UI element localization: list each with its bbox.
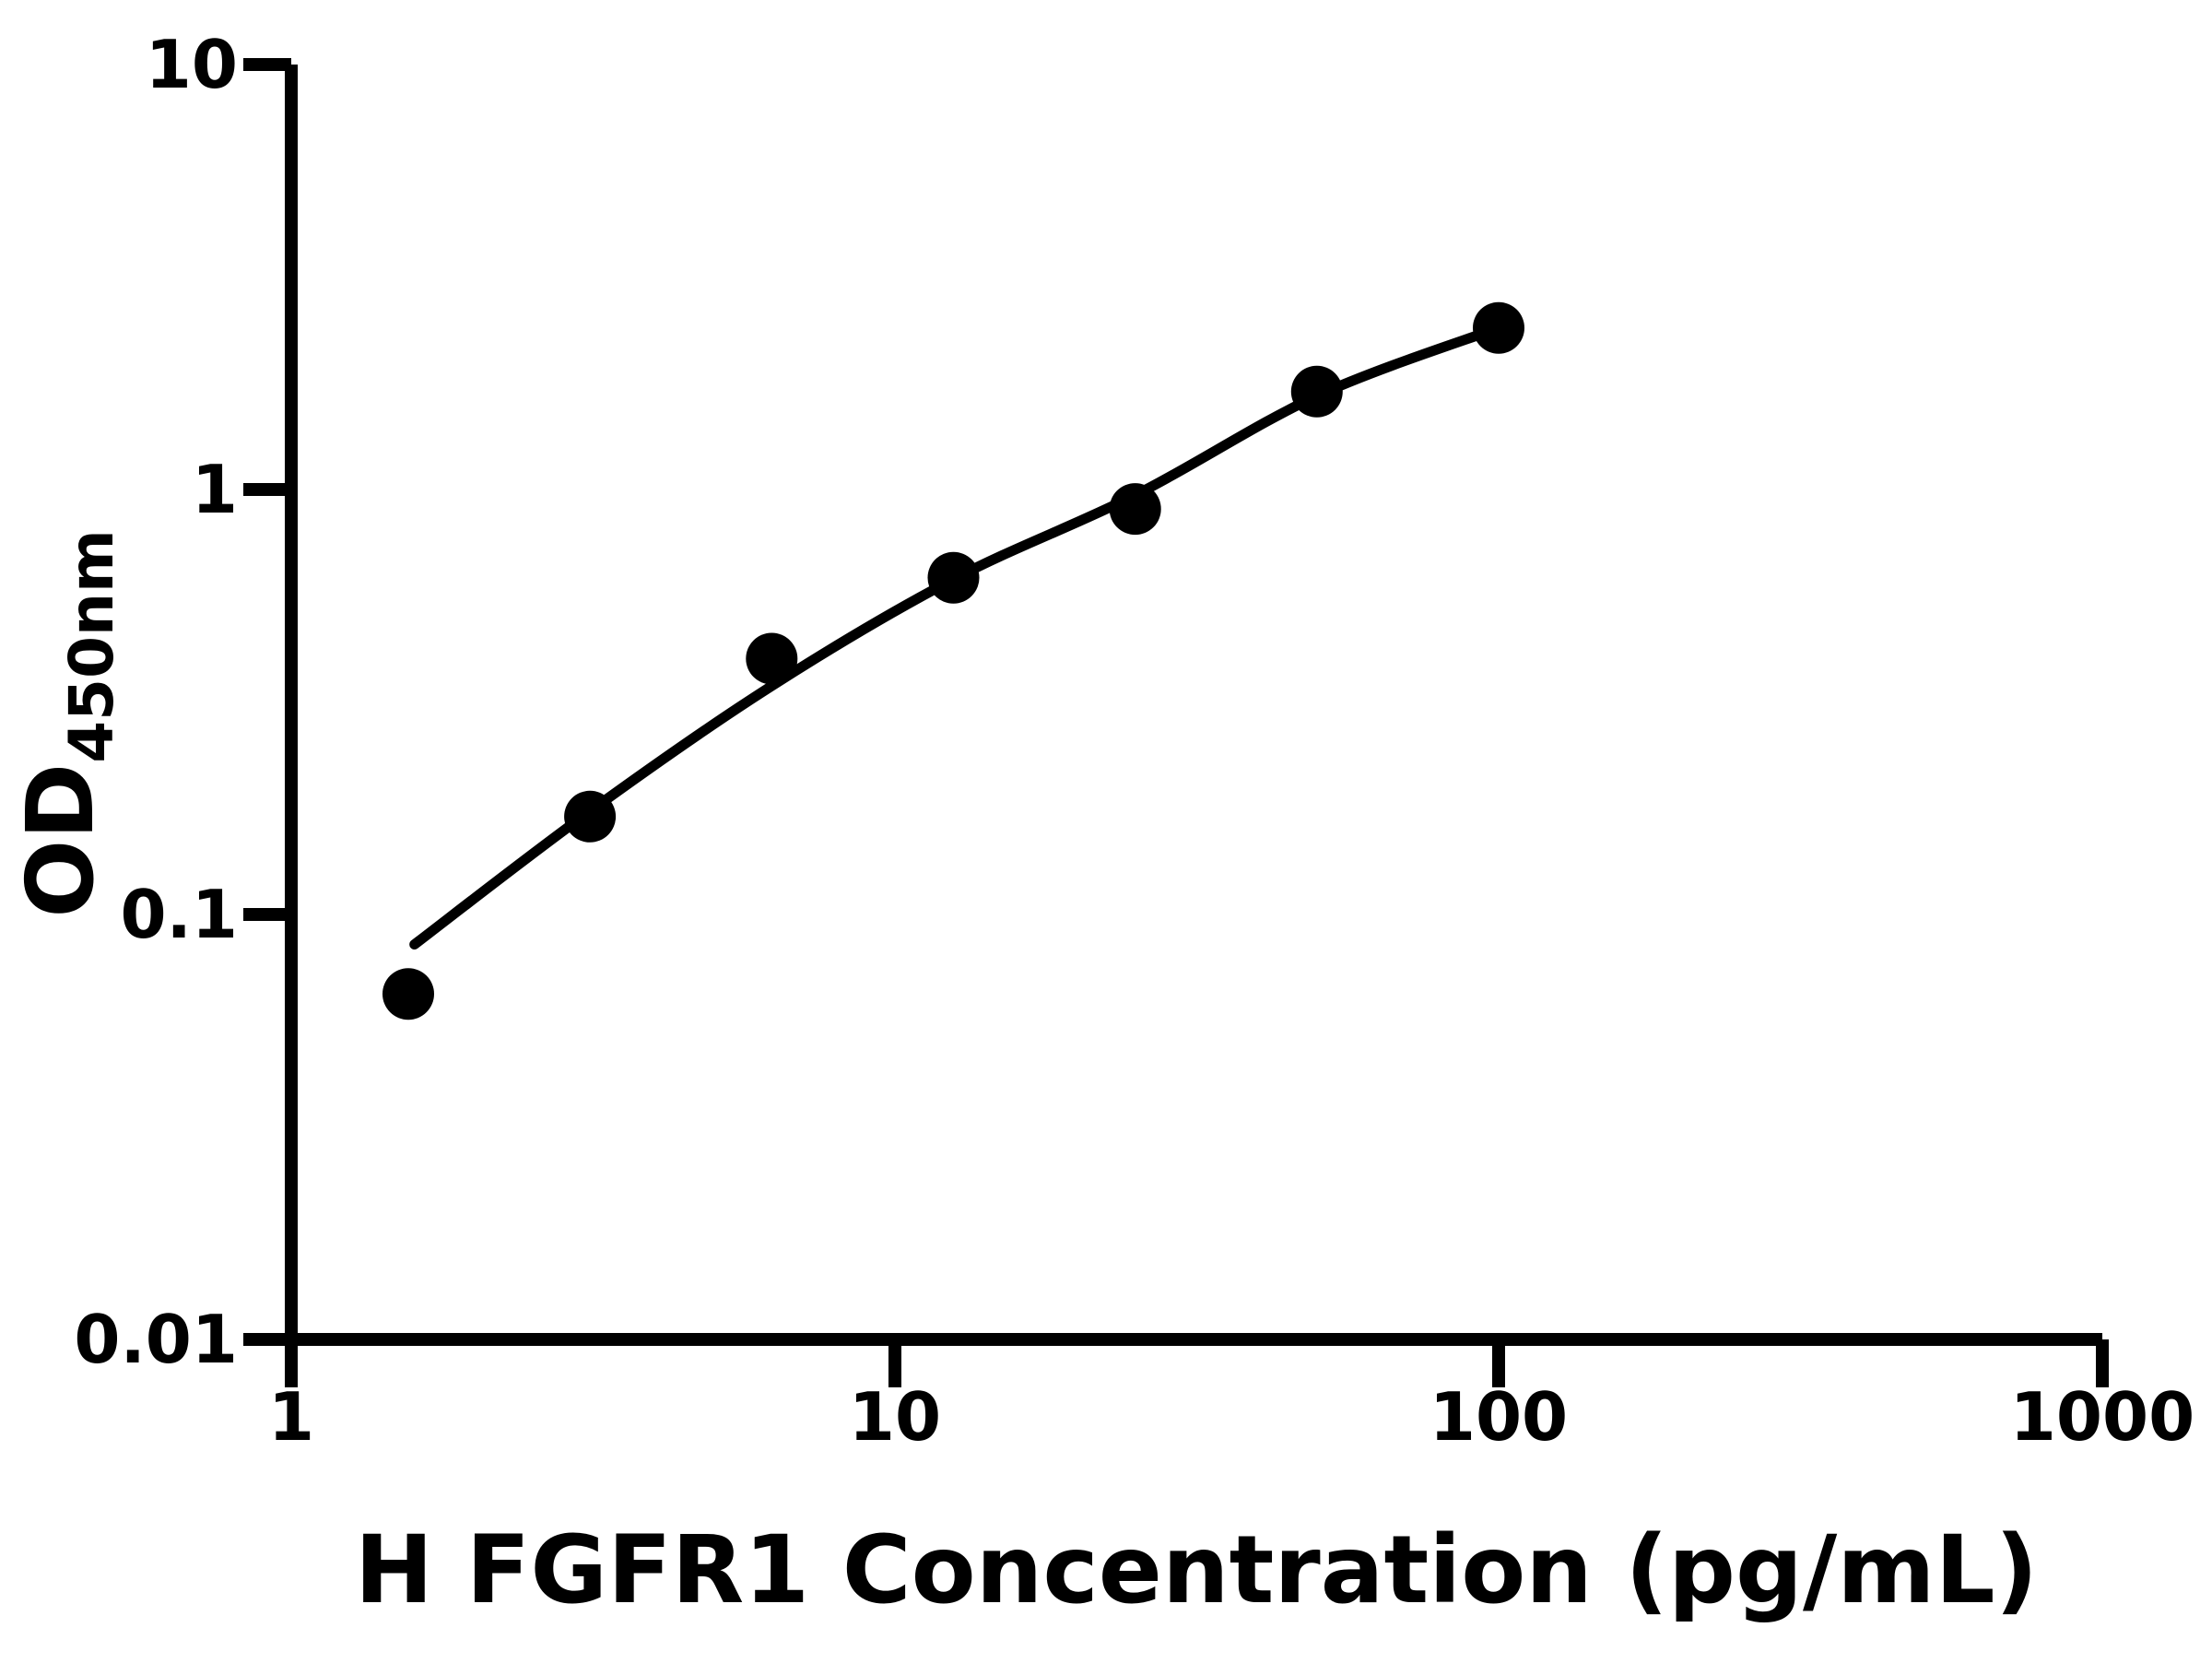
x-tick-label: 1 (268, 1378, 314, 1456)
x-tick-label: 10 (849, 1378, 941, 1456)
fit-curve (409, 323, 1504, 949)
y-axis-title: OD450nm (6, 529, 127, 918)
data-point (1290, 365, 1343, 418)
data-points-layer (382, 301, 1524, 1020)
y-tick-label: 1 (192, 451, 238, 528)
data-point (927, 551, 980, 604)
fit-curve-layer (409, 323, 1504, 949)
data-point (1473, 301, 1524, 354)
axis-line (285, 65, 2102, 1346)
y-tick-label: 0.1 (120, 876, 238, 953)
data-point (564, 790, 617, 843)
x-tick-label: 100 (1430, 1378, 1568, 1456)
y-axis-title-subscript: 450nm (56, 529, 127, 763)
data-point (746, 632, 798, 685)
data-point (382, 968, 434, 1020)
axis-ticks (243, 58, 2109, 1387)
y-tick-label: 10 (146, 26, 238, 103)
x-tick-label: 1000 (2010, 1378, 2194, 1456)
axes (285, 65, 2102, 1346)
y-axis-title-main: OD (6, 763, 114, 918)
x-axis-title: H FGFR1 Concentration (pg/mL) (355, 1516, 2038, 1625)
axis-tick-labels: 10 1 0.1 0.01 1 10 100 1000 (74, 26, 2194, 1456)
y-tick-label: 0.01 (74, 1301, 238, 1378)
data-point (1109, 483, 1161, 536)
